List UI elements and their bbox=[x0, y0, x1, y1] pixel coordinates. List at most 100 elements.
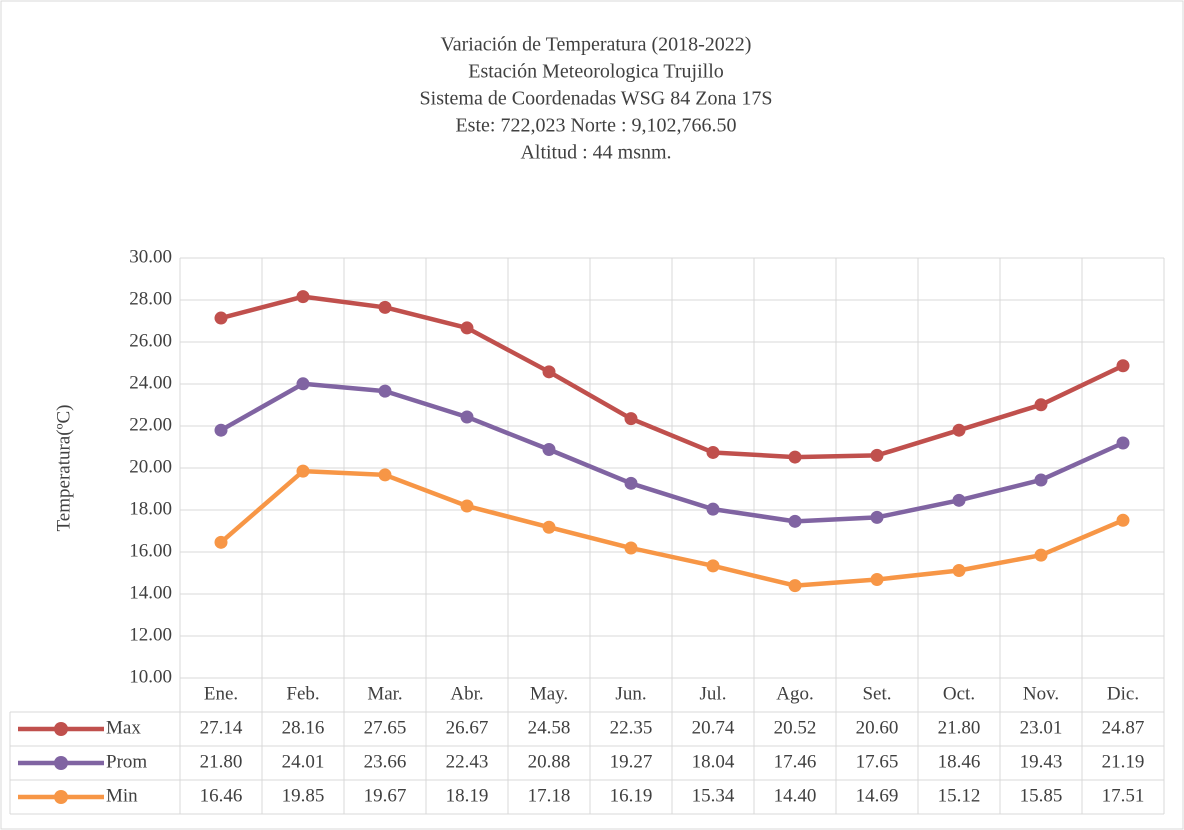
marker bbox=[296, 464, 310, 478]
y-tick-label: 12.00 bbox=[129, 624, 172, 645]
marker bbox=[460, 321, 474, 335]
x-tick-label: Feb. bbox=[286, 683, 319, 704]
x-tick-label: Jul. bbox=[700, 683, 727, 704]
table-value: 22.43 bbox=[446, 751, 489, 772]
table-value: 21.80 bbox=[938, 717, 981, 738]
marker bbox=[706, 445, 720, 459]
marker bbox=[214, 423, 228, 437]
table-value: 20.88 bbox=[528, 751, 571, 772]
marker bbox=[952, 493, 966, 507]
x-tick-label: Mar. bbox=[367, 683, 402, 704]
table-value: 21.80 bbox=[200, 751, 243, 772]
table-value: 24.58 bbox=[528, 717, 571, 738]
marker bbox=[214, 311, 228, 325]
table-value: 22.35 bbox=[610, 717, 653, 738]
table-value: 17.51 bbox=[1102, 785, 1145, 806]
table-value: 27.14 bbox=[200, 717, 243, 738]
table-value: 15.34 bbox=[692, 785, 735, 806]
chart-title: Estación Meteorologica Trujillo bbox=[468, 61, 724, 83]
x-tick-label: Ago. bbox=[776, 683, 813, 704]
x-tick-label: Oct. bbox=[943, 683, 975, 704]
marker bbox=[296, 377, 310, 391]
table-value: 23.66 bbox=[364, 751, 407, 772]
table-value: 19.27 bbox=[610, 751, 653, 772]
marker bbox=[870, 573, 884, 587]
x-tick-label: Jun. bbox=[615, 683, 646, 704]
table-value: 15.85 bbox=[1020, 785, 1063, 806]
chart-title: Altitud : 44 msnm. bbox=[520, 142, 671, 164]
table-value: 23.01 bbox=[1020, 717, 1063, 738]
marker bbox=[788, 514, 802, 528]
table-value: 24.01 bbox=[282, 751, 325, 772]
table-value: 16.19 bbox=[610, 785, 653, 806]
chart-title: Sistema de Coordenadas WSG 84 Zona 17S bbox=[420, 88, 773, 110]
table-value: 18.19 bbox=[446, 785, 489, 806]
marker bbox=[542, 365, 556, 379]
marker bbox=[378, 468, 392, 482]
table-value: 19.43 bbox=[1020, 751, 1063, 772]
marker bbox=[1116, 359, 1130, 373]
table-value: 28.16 bbox=[282, 717, 325, 738]
table-value: 19.85 bbox=[282, 785, 325, 806]
marker bbox=[1034, 473, 1048, 487]
y-tick-label: 28.00 bbox=[129, 288, 172, 309]
y-tick-label: 14.00 bbox=[129, 582, 172, 603]
marker bbox=[296, 290, 310, 304]
marker bbox=[870, 510, 884, 524]
table-value: 18.46 bbox=[938, 751, 981, 772]
series-line bbox=[220, 294, 1124, 460]
marker bbox=[870, 448, 884, 462]
series-line bbox=[219, 468, 1124, 588]
x-tick-label: Dic. bbox=[1107, 683, 1139, 704]
marker bbox=[788, 579, 802, 593]
marker bbox=[706, 502, 720, 516]
y-axis-label: Temperatura(ºC) bbox=[53, 405, 74, 532]
legend-label: Max bbox=[106, 717, 141, 738]
table-value: 26.67 bbox=[446, 717, 489, 738]
marker bbox=[952, 563, 966, 577]
marker bbox=[1034, 398, 1048, 412]
x-tick-label: Nov. bbox=[1023, 683, 1059, 704]
marker bbox=[624, 412, 638, 426]
marker bbox=[460, 410, 474, 424]
table-value: 17.65 bbox=[856, 751, 899, 772]
y-tick-label: 10.00 bbox=[129, 666, 172, 687]
table-value: 14.69 bbox=[856, 785, 899, 806]
marker bbox=[214, 535, 228, 549]
x-tick-label: May. bbox=[530, 683, 568, 704]
x-tick-label: Set. bbox=[862, 683, 891, 704]
table-value: 24.87 bbox=[1102, 717, 1145, 738]
table-value: 21.19 bbox=[1102, 751, 1145, 772]
y-tick-label: 30.00 bbox=[129, 246, 172, 267]
table-value: 17.46 bbox=[774, 751, 817, 772]
table-value: 20.60 bbox=[856, 717, 899, 738]
y-tick-label: 20.00 bbox=[129, 456, 172, 477]
marker bbox=[542, 520, 556, 534]
table-value: 20.52 bbox=[774, 717, 817, 738]
table-value: 15.12 bbox=[938, 785, 981, 806]
marker bbox=[952, 423, 966, 437]
chart-title: Variación de Temperatura (2018-2022) bbox=[441, 34, 752, 56]
marker bbox=[1116, 513, 1130, 527]
marker bbox=[378, 300, 392, 314]
marker bbox=[624, 541, 638, 555]
marker bbox=[1116, 436, 1130, 450]
table-value: 18.04 bbox=[692, 751, 735, 772]
y-tick-label: 22.00 bbox=[129, 414, 172, 435]
marker bbox=[788, 450, 802, 464]
x-tick-label: Abr. bbox=[450, 683, 483, 704]
legend-label: Prom bbox=[106, 751, 147, 772]
table-value: 19.67 bbox=[364, 785, 407, 806]
y-tick-label: 24.00 bbox=[129, 372, 172, 393]
marker bbox=[624, 476, 638, 490]
marker bbox=[1034, 548, 1048, 562]
chart-title: Este: 722,023 Norte : 9,102,766.50 bbox=[455, 115, 736, 137]
marker bbox=[542, 443, 556, 457]
marker bbox=[460, 499, 474, 513]
legend-marker bbox=[54, 722, 68, 736]
legend-marker bbox=[54, 790, 68, 804]
table-value: 16.46 bbox=[200, 785, 243, 806]
y-tick-label: 26.00 bbox=[129, 330, 172, 351]
